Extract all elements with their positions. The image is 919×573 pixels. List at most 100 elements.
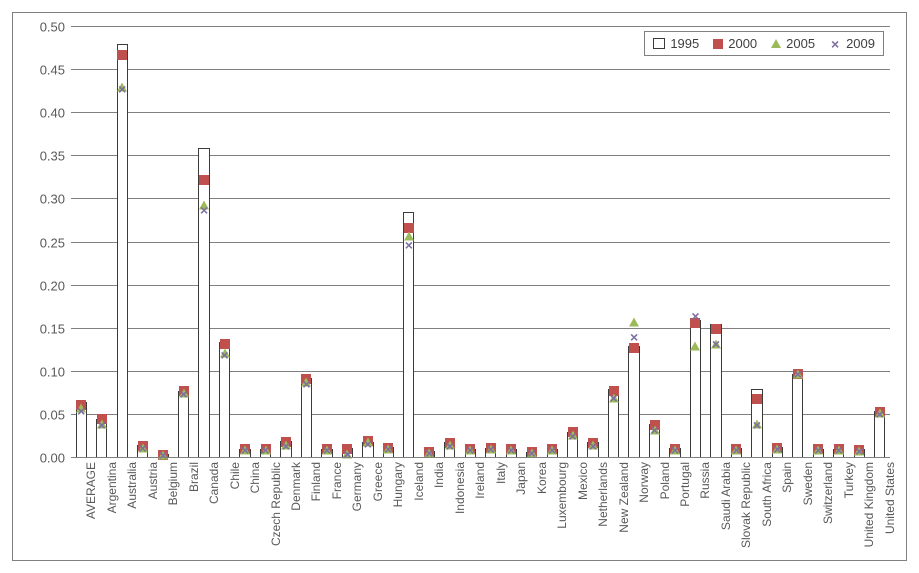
x-tick-label: Iceland	[412, 462, 426, 501]
legend-item-2009: × 2009	[829, 36, 875, 51]
x-tick-label: Turkey	[842, 462, 856, 498]
y-tick-label: 0.40	[40, 106, 65, 121]
x-tick-label: China	[248, 462, 262, 493]
legend-swatch-1995	[653, 38, 665, 49]
marker-2009: ×	[567, 430, 579, 442]
legend-label-2005: 2005	[786, 36, 815, 51]
marker-2009: ×	[382, 443, 394, 455]
marker-2009: ×	[96, 419, 108, 431]
marker-2009: ×	[403, 239, 415, 251]
marker-2000	[711, 324, 721, 334]
x-tick-label: Japan	[514, 462, 528, 495]
x-tick-label: Mexico	[576, 462, 590, 500]
legend: 1995 2000 2005 × 2009	[644, 31, 884, 56]
marker-2009: ×	[792, 368, 804, 380]
plot-area: 1995 2000 2005 × 2009 × × × × × × × × × × × × × × × × × ×…	[71, 27, 890, 458]
y-tick-label: 0.05	[40, 407, 65, 422]
y-tick-label: 0.35	[40, 149, 65, 164]
legend-label-2009: 2009	[846, 36, 875, 51]
marker-2009: ×	[628, 331, 640, 343]
x-tick-label: Netherlands	[596, 462, 610, 527]
marker-2009: ×	[260, 444, 272, 456]
y-tick-label: 0.45	[40, 63, 65, 78]
marker-2009: ×	[608, 392, 620, 404]
y-tick-label: 0.50	[40, 20, 65, 35]
bar	[198, 148, 209, 458]
x-tick-label: India	[432, 462, 446, 488]
x-tick-label: Slovak Republic	[739, 462, 753, 548]
x-tick-label: Italy	[494, 462, 508, 484]
x-tick-label: Austria	[146, 462, 160, 499]
bar	[628, 346, 639, 458]
marker-2009: ×	[239, 444, 251, 456]
x-tick-label: Switzerland	[821, 462, 835, 524]
x-tick-label: Belgium	[166, 462, 180, 505]
marker-2009: ×	[669, 444, 681, 456]
legend-item-2000: 2000	[713, 36, 757, 51]
x-tick-label: AVERAGE	[84, 462, 98, 519]
legend-swatch-2000	[713, 39, 723, 49]
x-tick-label: Argentina	[105, 462, 119, 513]
x-tick-label: Greece	[371, 462, 385, 501]
marker-2009: ×	[546, 444, 558, 456]
x-tick-label: Portugal	[678, 462, 692, 507]
chart-panel: 1995 2000 2005 × 2009 × × × × × × × × × × × × × × × × × ×…	[12, 12, 907, 561]
marker-2009: ×	[198, 204, 210, 216]
legend-label-1995: 1995	[670, 36, 699, 51]
marker-2009: ×	[75, 405, 87, 417]
marker-2009: ×	[485, 443, 497, 455]
x-tick-label: France	[330, 462, 344, 499]
x-tick-label: Russia	[698, 462, 712, 499]
x-tick-label: Germany	[350, 462, 364, 511]
marker-2000	[117, 50, 127, 60]
marker-2009: ×	[730, 444, 742, 456]
x-axis-baseline	[71, 457, 890, 458]
x-tick-label: Spain	[780, 462, 794, 493]
marker-2009: ×	[321, 444, 333, 456]
x-tick-label: Sweden	[801, 462, 815, 505]
x-tick-label: South Africa	[760, 462, 774, 527]
x-tick-label: Hungary	[391, 462, 405, 507]
x-tick-label: Australia	[125, 462, 139, 509]
marker-2009: ×	[464, 444, 476, 456]
x-tick-label: Chile	[228, 462, 242, 489]
marker-2009: ×	[444, 440, 456, 452]
legend-swatch-2005	[771, 39, 781, 48]
x-tick-label: Norway	[637, 462, 651, 503]
marker-2009: ×	[853, 445, 865, 457]
marker-2009: ×	[771, 443, 783, 455]
marker-2000	[752, 394, 762, 404]
marker-2009: ×	[300, 378, 312, 390]
marker-2009: ×	[137, 442, 149, 454]
marker-2009: ×	[157, 449, 169, 461]
x-tick-label: Denmark	[289, 462, 303, 511]
x-tick-label: Indonesia	[453, 462, 467, 514]
outer-frame: 1995 2000 2005 × 2009 × × × × × × × × × × × × × × × × × ×…	[0, 0, 919, 573]
marker-2005	[629, 317, 639, 326]
bar	[117, 44, 128, 458]
marker-2009: ×	[710, 338, 722, 350]
x-tick-label: United States	[883, 462, 897, 534]
marker-2005	[690, 341, 700, 350]
marker-2009: ×	[874, 408, 886, 420]
x-tick-label: Luxembourg	[555, 462, 569, 529]
marker-2009: ×	[362, 438, 374, 450]
marker-2009: ×	[178, 388, 190, 400]
legend-item-1995: 1995	[653, 36, 699, 51]
marker-2009: ×	[587, 440, 599, 452]
y-tick-label: 0.00	[40, 451, 65, 466]
x-tick-label: Saudi Arabia	[719, 462, 733, 530]
y-tick-label: 0.10	[40, 364, 65, 379]
marker-2009: ×	[116, 83, 128, 95]
legend-label-2000: 2000	[728, 36, 757, 51]
legend-swatch-2009: ×	[829, 38, 841, 50]
marker-2009: ×	[689, 310, 701, 322]
marker-2009: ×	[505, 444, 517, 456]
marker-2000	[199, 175, 209, 185]
x-tick-label: Finland	[309, 462, 323, 501]
marker-2009: ×	[219, 349, 231, 361]
marker-2009: ×	[812, 444, 824, 456]
x-tick-label: Korea	[535, 462, 549, 494]
x-tick-label: United Kingdom	[862, 462, 876, 547]
y-tick-label: 0.25	[40, 235, 65, 250]
